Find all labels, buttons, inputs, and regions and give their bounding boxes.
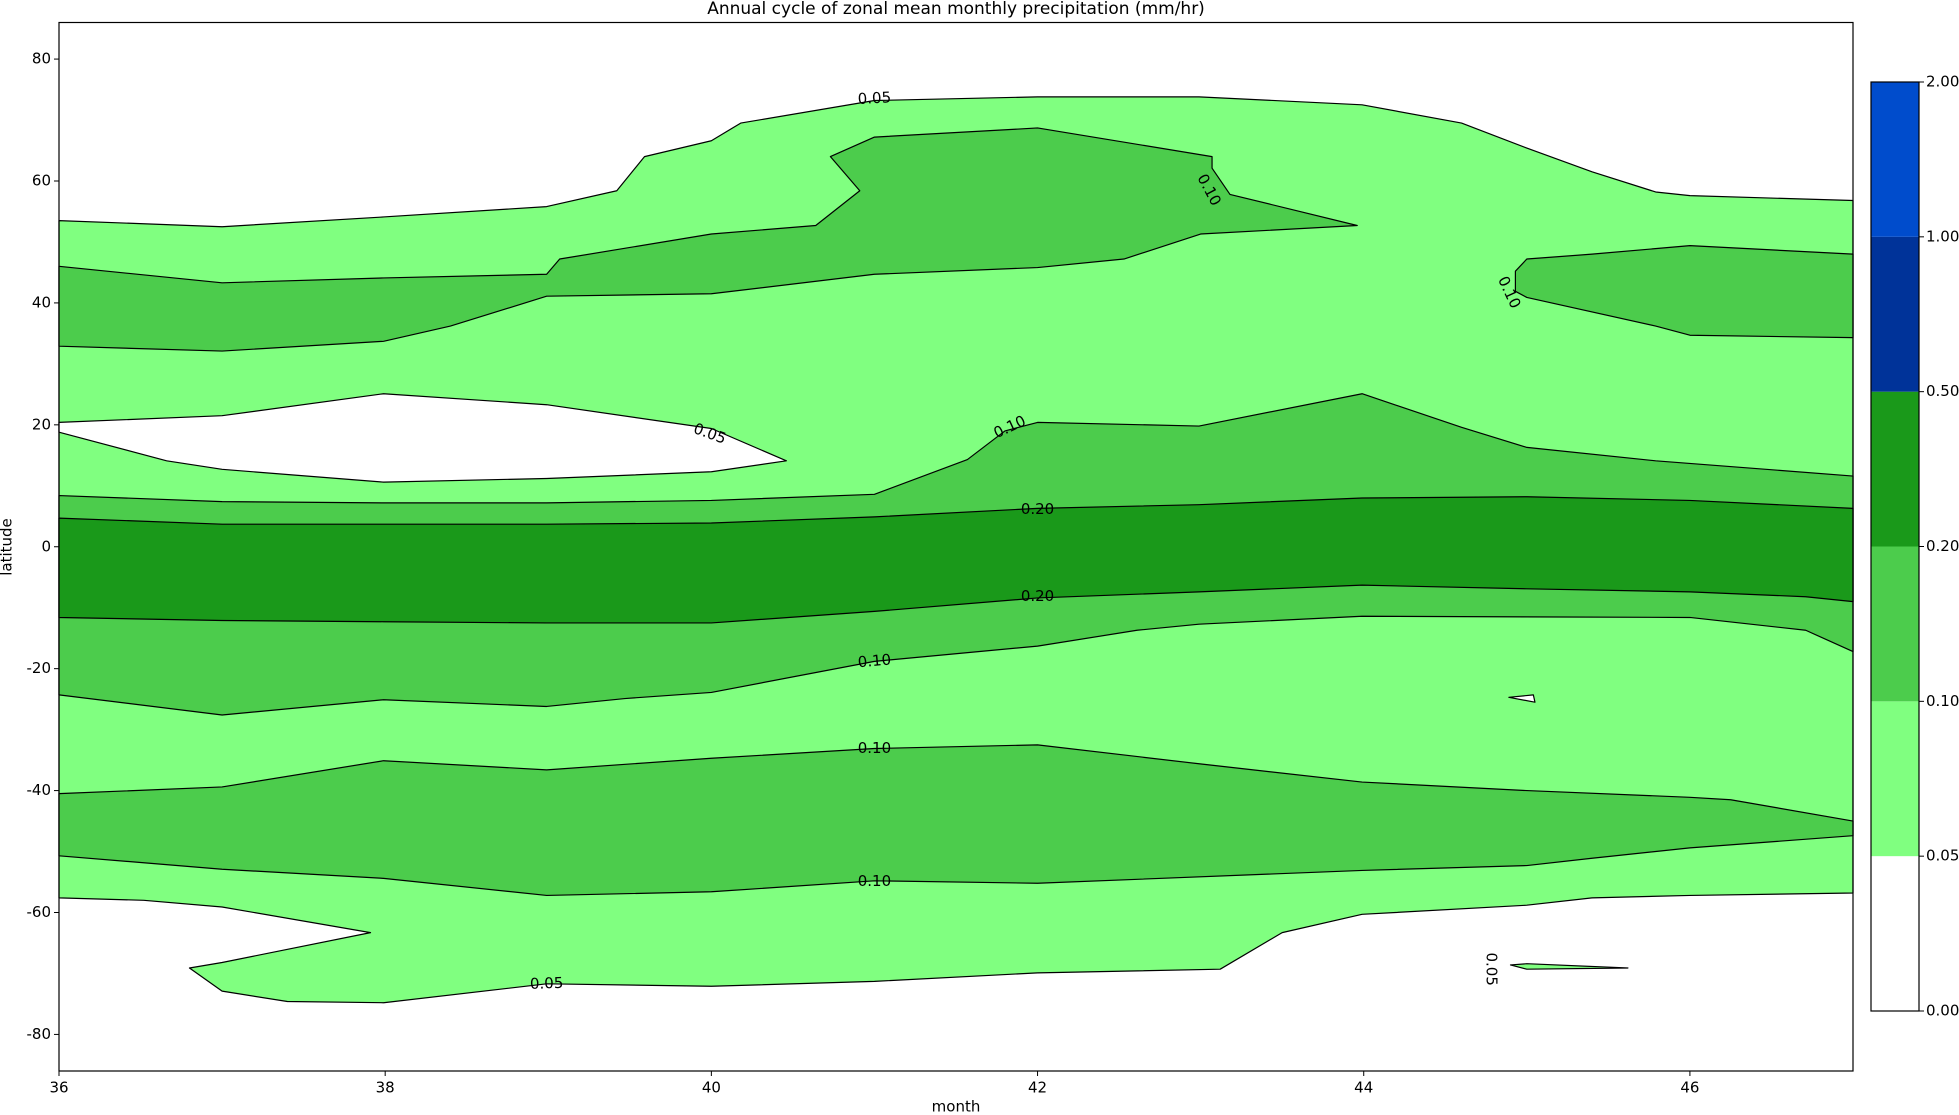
contour-label: 0.20 [1021,587,1054,605]
x-tick-label: 44 [1354,1079,1373,1097]
y-tick-label: 60 [32,171,51,189]
x-tick-label: 42 [1028,1079,1047,1097]
contour-label: 0.05 [1482,952,1500,985]
y-tick-label: -60 [27,903,52,921]
colorbar-band [1871,856,1919,1011]
colorbar-tick-label: 0.20 [1926,537,1959,555]
contour-region [58,393,787,483]
colorbar-tick-label: 0.10 [1926,692,1959,710]
y-tick-label: -40 [27,781,52,799]
contour-label: 0.10 [857,650,892,671]
x-tick-label: 40 [702,1079,721,1097]
contour-label: 0.20 [1021,500,1054,518]
colorbar-band [1871,546,1919,702]
y-tick-label: 80 [32,50,51,68]
y-tick-label: -20 [27,659,52,677]
y-axis-label: latitude [0,518,16,576]
contour-region [58,127,1358,352]
colorbar-band [1871,82,1919,237]
colorbar-band [1871,391,1919,547]
contour-region [1509,963,1629,970]
colorbar-tick-label: 2.00 [1926,73,1959,91]
y-tick-label: 40 [32,293,51,311]
contour-region [58,496,1854,624]
colorbar-tick-label: 0.50 [1926,382,1959,400]
y-tick-label: 20 [32,415,51,433]
colorbar-tick-label: 0.00 [1926,1002,1959,1020]
colorbar-band [1871,701,1919,857]
y-tick-label: 0 [41,537,51,555]
x-tick-label: 38 [376,1079,395,1097]
contour-label: 0.05 [857,88,891,108]
contour-region [1508,694,1536,703]
chart-title: Annual cycle of zonal mean monthly preci… [707,0,1205,19]
x-axis-label: month [932,1098,981,1115]
contour-label: 0.10 [858,872,891,890]
colorbar-tick-label: 0.05 [1926,847,1959,865]
colorbar-tick-label: 1.00 [1926,227,1959,245]
colorbar-band [1871,236,1919,392]
contour-label: 0.05 [530,974,564,993]
y-tick-label: -80 [27,1025,52,1043]
x-tick-label: 36 [49,1079,68,1097]
x-tick-label: 46 [1680,1079,1699,1097]
contour-label: 0.10 [858,739,891,757]
